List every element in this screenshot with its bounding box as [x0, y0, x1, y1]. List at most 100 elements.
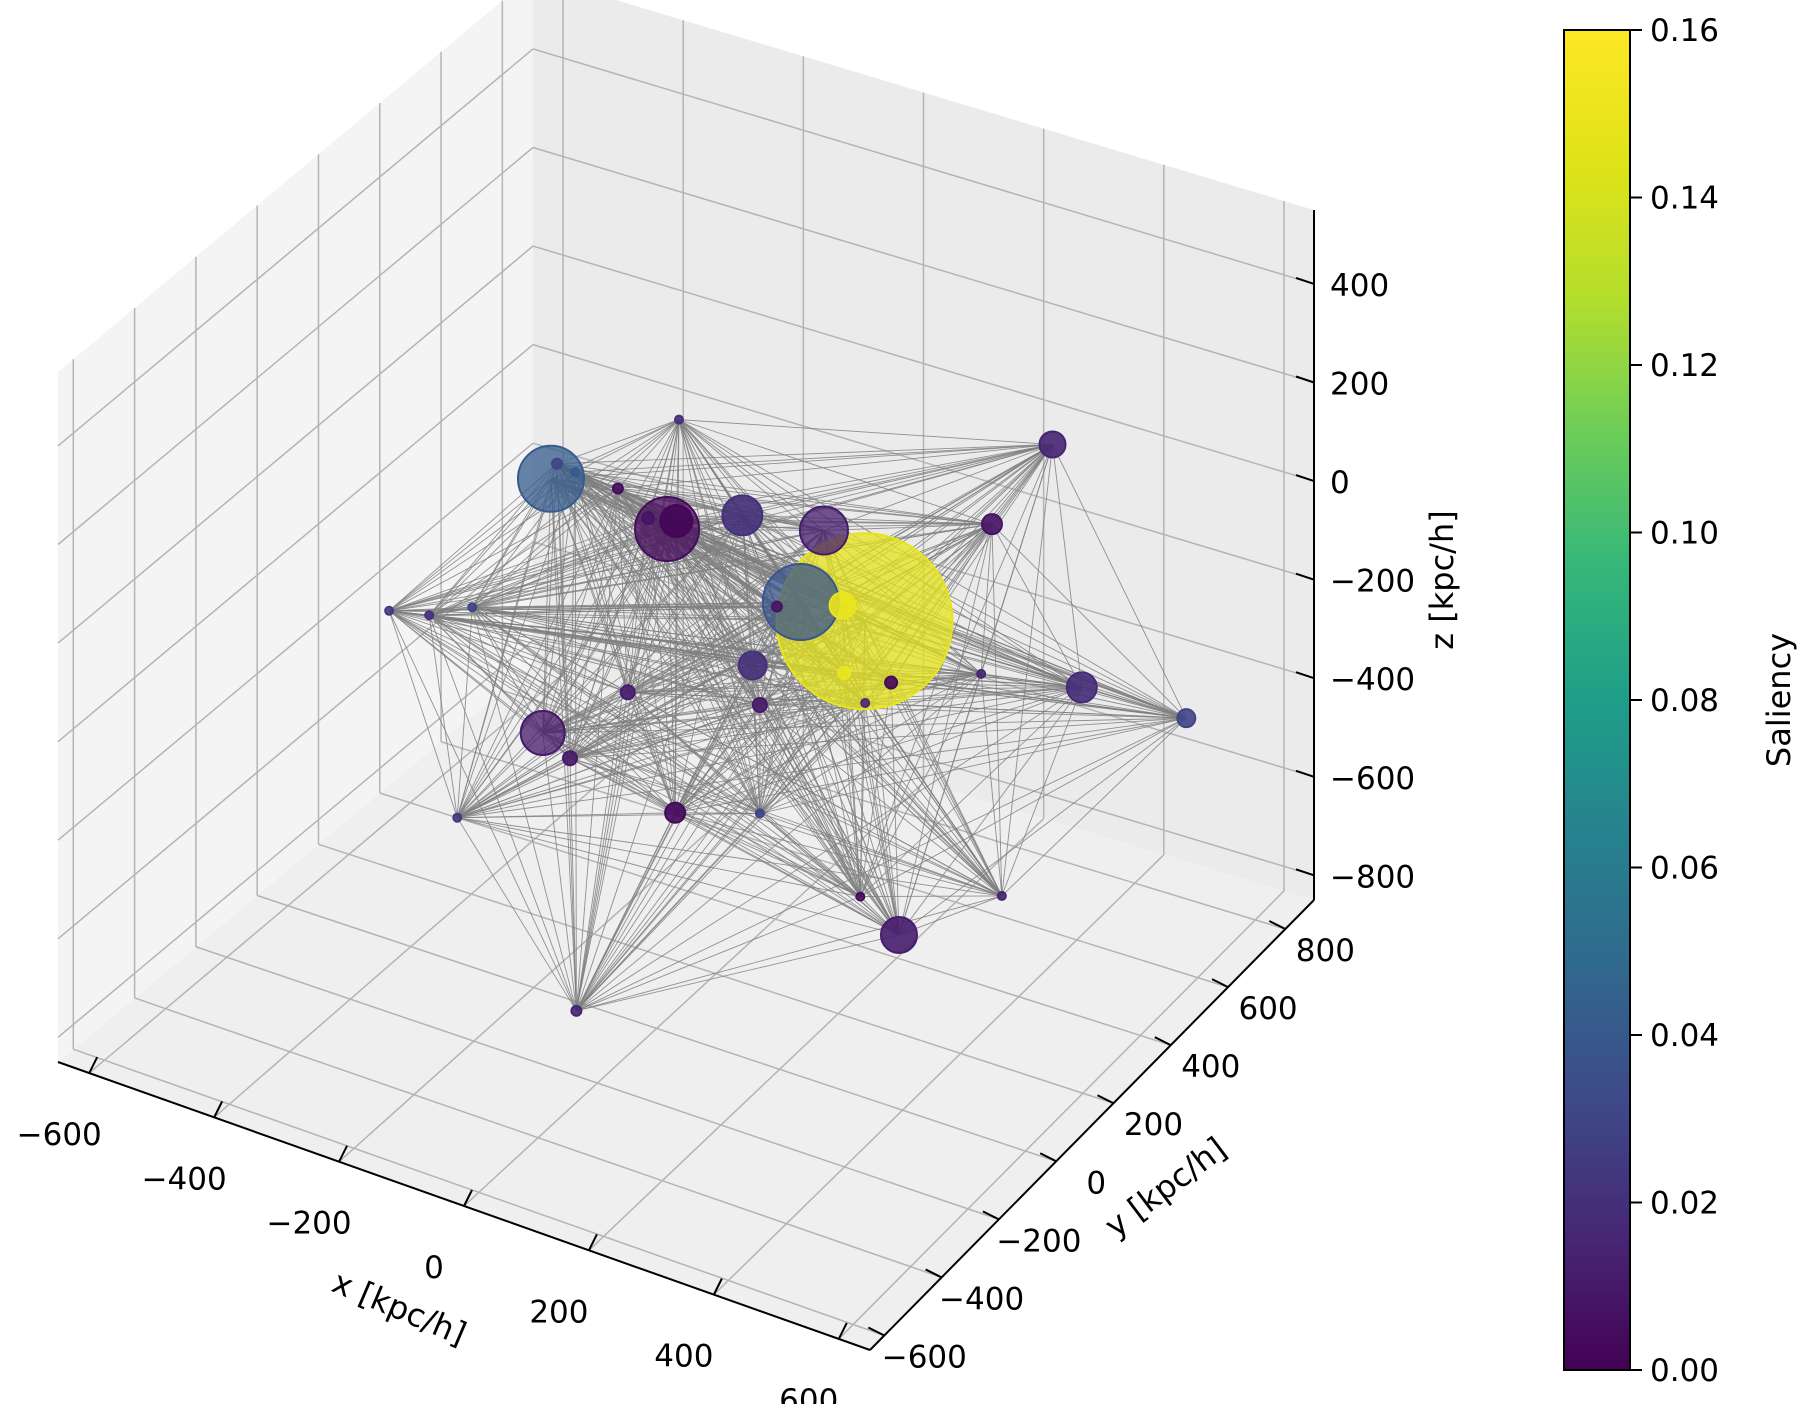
graph-edge: [556, 463, 761, 706]
graph-edge: [457, 817, 900, 936]
x-tick-label: −600: [17, 1117, 102, 1153]
graph-edge: [674, 419, 680, 813]
graph-edge: [389, 610, 628, 693]
graph-edge: [542, 732, 861, 898]
z-tick-label: 0: [1330, 465, 1350, 501]
graph-edge: [556, 463, 753, 666]
graph-edge: [569, 757, 761, 814]
y-tick: [867, 1326, 885, 1337]
graph-edge: [542, 732, 577, 1011]
graph-edge: [457, 444, 1053, 819]
graph-edge: [428, 614, 761, 814]
graph-edge: [569, 757, 676, 814]
graph-edge: [389, 444, 1053, 612]
grid-line-y: [318, 843, 1114, 1104]
graph-edge: [627, 691, 1003, 897]
grid-line-z: [57, 442, 534, 841]
graph-node: [424, 610, 435, 621]
y-tick: [1211, 978, 1229, 988]
y-tick: [1039, 1152, 1057, 1163]
graph-edge: [456, 520, 677, 818]
colorbar-tick-label: 0.12: [1650, 348, 1719, 384]
x-tick: [837, 1322, 848, 1340]
graph-edge: [569, 702, 866, 759]
x-tick: [213, 1100, 224, 1118]
graph-node: [384, 605, 395, 616]
graph-edge: [456, 530, 825, 819]
graph-edge: [428, 419, 680, 616]
graph-node: [452, 812, 463, 823]
graph-edge: [678, 419, 761, 814]
graph-node: [550, 457, 563, 470]
graph-edge: [627, 515, 743, 693]
colorbar-tick-label: 0.00: [1650, 1353, 1719, 1389]
graph-edge: [576, 934, 900, 1012]
graph-edge: [472, 606, 761, 706]
graph-edge: [556, 463, 1003, 897]
graph-node: [976, 668, 987, 679]
y-tick-label: −600: [882, 1339, 967, 1375]
z-tick-label: −200: [1330, 564, 1415, 600]
graph-edge: [575, 419, 680, 473]
graph-node: [828, 591, 857, 620]
graph-edge: [574, 471, 761, 706]
graph-edge: [1052, 444, 1187, 719]
graph-node: [641, 511, 656, 526]
grid-line-y: [440, 741, 1229, 988]
graph-edge: [647, 517, 1003, 897]
x-tick: [463, 1189, 473, 1207]
graph-node: [664, 801, 687, 824]
graph-node: [770, 600, 783, 613]
graph-edge: [823, 444, 1053, 531]
graph-edge: [457, 812, 760, 819]
graph-edge: [843, 672, 900, 936]
graph-node: [562, 750, 579, 767]
grid-line-x: [213, 709, 684, 1118]
graph-edge: [428, 615, 577, 1011]
graph-edge: [429, 614, 628, 693]
graph-node: [798, 505, 849, 556]
graph-edge: [991, 523, 1187, 719]
grid-line-z: [57, 639, 534, 1038]
graph-edge: [429, 614, 761, 706]
graph-edge: [576, 672, 845, 1012]
grid-line-z: [57, 48, 534, 447]
graph-node: [884, 675, 899, 690]
grid-line-x: [713, 854, 1165, 1296]
colorbar: 0.00 0.02 0.04 0.06 0.08 0.10 0.12 0.14 0.16: [1563, 13, 1719, 1389]
graph-edge: [472, 606, 861, 897]
y-tick-label: 600: [1238, 991, 1297, 1027]
graph-edge: [574, 472, 629, 693]
graph-edge: [678, 419, 993, 525]
graph-edge: [457, 817, 1002, 897]
graph-node: [673, 414, 684, 425]
graph-edge: [859, 702, 866, 897]
graph-node: [837, 665, 852, 680]
graph-node: [754, 808, 765, 819]
y-tick: [1097, 1094, 1114, 1105]
graph-node: [611, 482, 624, 495]
y-tick-label: 0: [1086, 1165, 1106, 1201]
graph-edge: [457, 817, 861, 898]
graph-edge: [542, 472, 576, 734]
x-tick-label: 200: [529, 1294, 588, 1330]
y-tick-label: 800: [1296, 933, 1355, 969]
graph-edge: [456, 607, 473, 818]
graph-edge: [388, 610, 861, 898]
grid-line-z: [532, 245, 1315, 482]
graph-node: [879, 915, 918, 954]
graph-edge: [575, 488, 619, 1011]
graph-edge: [627, 691, 861, 897]
graph-edge: [759, 812, 1002, 897]
graph-edge: [556, 419, 680, 465]
colorbar-tick-label: 0.02: [1650, 1186, 1719, 1222]
graph-edge: [556, 463, 993, 525]
graph-edge: [457, 702, 866, 819]
grid-line-z: [532, 146, 1315, 384]
graph-edge: [542, 672, 845, 734]
graph-edge: [576, 704, 761, 1012]
graph-edge: [472, 444, 1053, 608]
graph-edge: [759, 704, 1003, 897]
graph-edge: [627, 691, 761, 814]
z-axis-label: z [kpc/h]: [1423, 510, 1461, 649]
